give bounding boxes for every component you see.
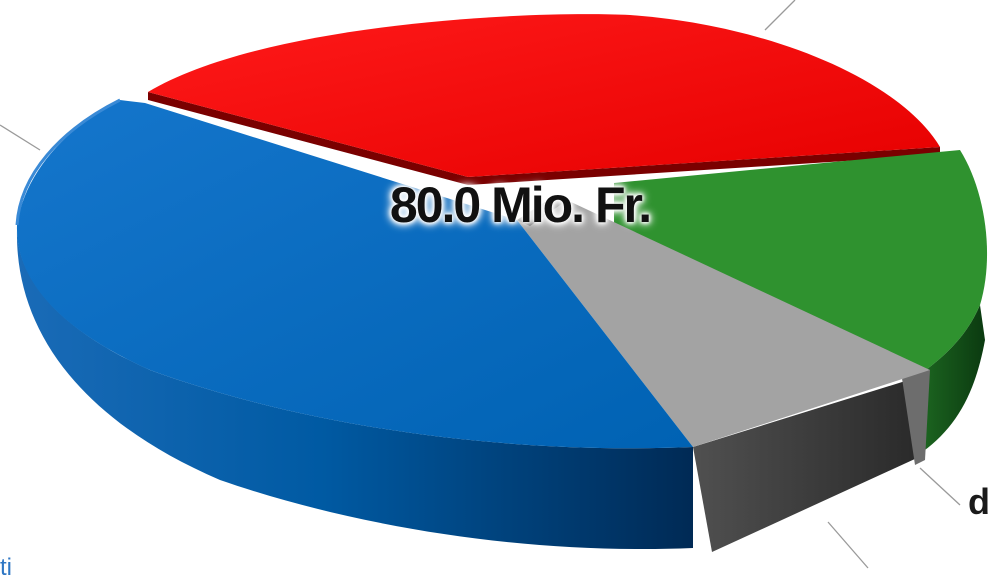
leader-line-top bbox=[764, 0, 796, 31]
slice-grey bbox=[517, 195, 930, 447]
slice-green bbox=[614, 150, 988, 378]
slice-grey-inner-edge bbox=[517, 195, 566, 226]
slice-blue-side bbox=[16, 230, 693, 550]
label-fragment-bottom-left: ti bbox=[0, 554, 12, 581]
slice-green-side bbox=[915, 305, 985, 455]
slice-grey-side bbox=[693, 378, 917, 552]
leader-line-bottom bbox=[827, 521, 869, 569]
slice-blue-highlight bbox=[15, 98, 121, 226]
label-fragment-right: d bbox=[968, 481, 989, 522]
slice-red-edge bbox=[148, 92, 940, 185]
slice-blue bbox=[16, 100, 693, 449]
leader-line-left bbox=[0, 124, 41, 151]
slice-grey-edge bbox=[900, 365, 930, 465]
center-total-label: 80.0 Mio. Fr. bbox=[389, 177, 652, 233]
slice-red bbox=[148, 14, 940, 177]
leader-line-right bbox=[919, 467, 961, 506]
